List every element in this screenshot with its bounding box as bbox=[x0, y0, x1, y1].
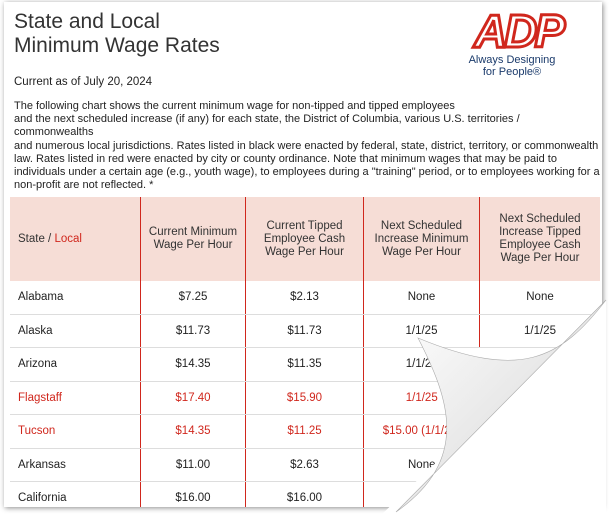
table-cell: None bbox=[363, 281, 480, 315]
table-row: California$16.00$16.001/1/25 bbox=[10, 481, 600, 507]
as-of: Current as of July 20, 2024 bbox=[14, 76, 153, 88]
table-cell: 1/1/25 bbox=[363, 314, 480, 348]
intro-line: non-profit are not reflected. * bbox=[14, 179, 154, 192]
table-cell: $11.35 bbox=[245, 347, 364, 382]
tagline-line: for People® bbox=[482, 66, 542, 78]
header-cell: State / Local bbox=[10, 197, 141, 281]
table-cell: Tucson bbox=[10, 414, 141, 449]
intro: The following chart shows the current mi… bbox=[14, 100, 602, 192]
header-cell: Next Scheduled Increase Minimum Wage Per… bbox=[363, 197, 480, 281]
table-row: Alabama $7.25 $2.13 None None bbox=[10, 281, 600, 315]
header-cell: Next Scheduled Increase Tipped Employee … bbox=[479, 197, 600, 281]
table-row: Flagstaff $17.40 $15.90 1/1/25 bbox=[10, 381, 600, 415]
table-cell: $15.90 bbox=[245, 381, 364, 415]
table-cell: $2.13 bbox=[245, 281, 364, 315]
header-state: State / bbox=[18, 232, 52, 245]
table-cell: Flagstaff bbox=[10, 381, 141, 415]
intro-line: and numerous local jurisdictions. Rates … bbox=[14, 139, 599, 152]
title-line: Minimum Wage Rates bbox=[14, 34, 220, 57]
table-cell: $17.40 bbox=[140, 381, 246, 415]
tagline-line: Always Designing bbox=[468, 54, 556, 66]
header-cell: Current Tipped Employee Cash Wage Per Ho… bbox=[245, 197, 364, 281]
intro-line: The following chart shows the current mi… bbox=[14, 100, 455, 112]
header-local: Local bbox=[54, 232, 82, 245]
table-cell: $11.73 bbox=[245, 314, 364, 348]
table-cell: California bbox=[10, 481, 141, 507]
table-cell: $14.35 bbox=[140, 347, 246, 382]
wage-table: State / Local Current Minimum Wage Per Ho… bbox=[10, 197, 600, 507]
table-cell: $11.00 bbox=[140, 448, 246, 482]
table-cell: None bbox=[479, 281, 600, 315]
table-cell: Alabama bbox=[10, 281, 141, 315]
table-row: Alaska $11.73 $11.73 1/1/25 1/1/25 bbox=[10, 314, 600, 348]
intro-line: individuals under a certain age (e.g., y… bbox=[14, 166, 600, 179]
table-cell: $2.63 bbox=[245, 448, 364, 482]
title: State and Local Minimum Wage Rates bbox=[14, 10, 220, 58]
header-cell: Current Minimum Wage Per Hour bbox=[140, 197, 246, 281]
table-cell: $16.00 bbox=[140, 481, 246, 507]
table-row: Arizona $14.35 $11.35 1/1/25 bbox=[10, 347, 600, 382]
intro-line: and the next scheduled increase (if any)… bbox=[14, 113, 520, 139]
table-cell: Arkansas bbox=[10, 448, 141, 482]
table-cell: Arizona bbox=[10, 347, 141, 382]
table-cell: $16.00 bbox=[245, 481, 364, 507]
table-row: Arkansas $11.00 $2.63 None bbox=[10, 448, 600, 482]
table-cell: $11.73 bbox=[140, 314, 246, 348]
logo: ADP bbox=[472, 4, 566, 59]
table-cell: $7.25 bbox=[140, 281, 246, 315]
page: State and Local Minimum Wage Rates ADP Al… bbox=[4, 2, 602, 507]
intro-line: law. Rates listed in red were enacted by… bbox=[14, 152, 557, 165]
tagline: Always Designing for People® bbox=[462, 54, 562, 78]
curl bbox=[395, 299, 607, 513]
table-cell: $11.25 bbox=[245, 414, 364, 449]
title-line: State and Local bbox=[14, 10, 160, 33]
table-cell: $14.35 bbox=[140, 414, 246, 449]
table-cell: Alaska bbox=[10, 314, 141, 348]
